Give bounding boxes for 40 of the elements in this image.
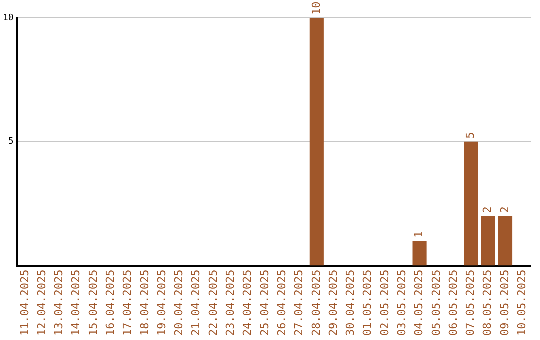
bar [310, 18, 324, 266]
x-tick-label: 07.05.2025 [464, 270, 478, 336]
x-tick-label: 29.04.2025 [326, 270, 340, 336]
bar [481, 216, 496, 266]
x-tick-label: 28.04.2025 [310, 270, 323, 336]
x-tick-label: 13.04.2025 [52, 270, 66, 336]
x-tick-label: 21.04.2025 [190, 270, 203, 336]
data-label: 2 [498, 206, 512, 214]
x-tick-label: 20.04.2025 [172, 270, 186, 336]
x-tick-label: 04.05.2025 [412, 270, 426, 336]
x-tick-label: 05.05.2025 [430, 270, 443, 336]
x-tick-label: 02.05.2025 [378, 270, 392, 336]
x-tick-label: 08.05.2025 [481, 270, 494, 336]
x-tick-label: 06.05.2025 [446, 270, 460, 336]
x-tick-label: 03.05.2025 [396, 270, 408, 336]
data-label: 10 [310, 2, 323, 15]
x-tick-label: 26.04.2025 [275, 270, 288, 336]
x-tick-label: 27.04.2025 [292, 270, 306, 336]
bar [464, 142, 478, 266]
x-tick-label: 25.04.2025 [258, 270, 272, 336]
x-tick-label: 24.04.2025 [241, 270, 254, 336]
x-tick-label: 11.04.2025 [18, 270, 32, 336]
x-tick-label: 10.05.2025 [516, 270, 529, 336]
x-tick-label: 23.04.2025 [224, 270, 238, 336]
bar [412, 240, 427, 266]
x-tick-label: 09.05.2025 [498, 270, 512, 336]
data-label: 1 [412, 231, 426, 238]
data-label: 2 [481, 206, 494, 214]
x-tick-label: 19.04.2025 [155, 270, 168, 336]
x-tick-label: 14.04.2025 [70, 270, 83, 336]
x-tick-label: 30.04.2025 [344, 270, 358, 336]
x-tick-label: 22.04.2025 [206, 270, 220, 336]
data-label: 5 [464, 132, 478, 139]
x-tick-label: 17.04.2025 [121, 270, 134, 336]
x-tick-label: 01.05.2025 [361, 270, 374, 336]
x-tick-label: 12.04.2025 [35, 270, 48, 336]
bar [498, 216, 513, 266]
x-tick-label: 18.04.2025 [138, 270, 152, 336]
x-tick-label: 16.04.2025 [104, 270, 118, 336]
x-tick-label: 15.04.2025 [86, 270, 100, 336]
